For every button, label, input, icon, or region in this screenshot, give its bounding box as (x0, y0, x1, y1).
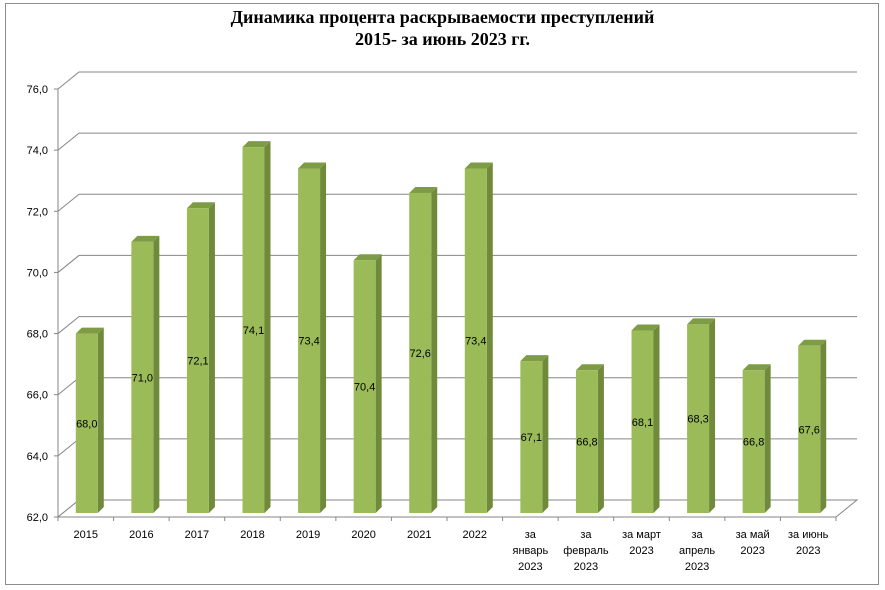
data-label: 68,3 (687, 414, 708, 426)
data-label: 74,1 (243, 325, 264, 337)
bar-top (464, 162, 493, 169)
bar-top (186, 202, 215, 209)
bar-side (486, 162, 493, 513)
bar-top (631, 324, 660, 331)
x-tick-label: апрель (679, 545, 715, 557)
bar (742, 370, 765, 513)
bar-top (298, 162, 327, 169)
bar-top (353, 254, 382, 261)
x-tick-label: 2023 (629, 545, 653, 557)
bar-top (242, 141, 271, 148)
bar-side (709, 318, 716, 513)
y-tick-label: 64,0 (27, 451, 48, 463)
data-label: 67,6 (799, 424, 820, 436)
x-tick-label: 2016 (129, 529, 153, 541)
bar-side (597, 364, 604, 513)
plot-wall (58, 72, 857, 517)
bar-side (97, 327, 104, 513)
x-tick-label: январь (512, 545, 548, 557)
x-tick-label: 2023 (740, 545, 764, 557)
bar-side (653, 324, 660, 513)
x-tick-label: за март (622, 529, 661, 541)
y-tick-label: 76,0 (27, 84, 48, 96)
x-tick-label: 2023 (685, 561, 709, 573)
bar (75, 333, 98, 513)
bar (409, 192, 432, 513)
x-tick-label: 2019 (296, 529, 320, 541)
y-tick-label: 72,0 (27, 206, 48, 218)
y-tick-label: 62,0 (27, 512, 48, 524)
y-tick-label: 74,0 (27, 145, 48, 157)
data-label: 72,1 (187, 356, 208, 368)
bar (298, 168, 321, 513)
x-tick-label: 2023 (796, 545, 820, 557)
data-label: 73,4 (465, 336, 486, 348)
bar-top (687, 318, 716, 325)
x-tick-label: за (525, 529, 537, 541)
x-tick-label: 2023 (518, 561, 542, 573)
chart-title: Динамика процента раскрываемости преступ… (0, 6, 885, 50)
x-tick-label: 2023 (574, 561, 598, 573)
bar-top (798, 339, 827, 346)
data-label: 66,8 (743, 437, 764, 449)
x-tick-label: 2017 (185, 529, 209, 541)
bar-side (153, 235, 160, 513)
x-tick-label: 2015 (74, 529, 98, 541)
data-label: 68,1 (632, 417, 653, 429)
data-label: 68,0 (76, 418, 97, 430)
bar-side (264, 141, 271, 514)
bar-side (431, 186, 438, 513)
bar (631, 330, 654, 513)
x-tick-label: за июнь (788, 529, 829, 541)
gridline (57, 316, 857, 334)
chart-floor (56, 499, 859, 518)
bar (353, 260, 376, 513)
gridline (57, 71, 857, 90)
bar-side (764, 364, 771, 513)
bar (520, 361, 543, 513)
bar-top (520, 355, 549, 362)
y-tick-label: 66,0 (27, 390, 48, 402)
x-tick-label: 2021 (407, 529, 431, 541)
gridline (57, 132, 857, 151)
chart-frame (5, 3, 879, 585)
bar-top (575, 364, 604, 371)
data-label: 70,4 (354, 382, 375, 394)
gridline (57, 193, 857, 212)
x-tick-label: февраль (563, 545, 609, 557)
bar-side (320, 162, 327, 513)
bar (575, 370, 598, 513)
y-tick-label: 68,0 (27, 329, 48, 341)
bar-side (542, 355, 549, 513)
x-tick-label: за май (736, 529, 770, 541)
x-tick-label: 2020 (351, 529, 375, 541)
bar (464, 168, 487, 513)
bar (687, 324, 710, 513)
bar-top (75, 327, 104, 334)
chart-title-line-1: Динамика процента раскрываемости преступ… (230, 7, 655, 27)
y-tick-label: 70,0 (27, 267, 48, 279)
chart-title-line-2: 2015- за июнь 2023 гг. (354, 29, 531, 49)
data-label: 72,6 (410, 348, 431, 360)
x-tick-label: 2022 (463, 529, 487, 541)
bar (186, 208, 209, 513)
x-tick-label: за (691, 529, 703, 541)
x-tick-label: 2018 (240, 529, 264, 541)
bar-side (820, 339, 827, 513)
gridline (57, 254, 857, 273)
bar-top (409, 186, 438, 193)
x-tick-label: за (580, 529, 592, 541)
bar-side (208, 202, 215, 513)
bar (131, 241, 154, 513)
bar-top (131, 235, 160, 242)
bar-top (742, 364, 771, 371)
bar-side (375, 254, 382, 513)
data-label: 71,0 (132, 372, 153, 384)
bar (242, 147, 265, 514)
data-label: 66,8 (576, 437, 597, 449)
data-label: 73,4 (298, 336, 319, 348)
bar (798, 345, 821, 513)
data-label: 67,1 (521, 432, 542, 444)
